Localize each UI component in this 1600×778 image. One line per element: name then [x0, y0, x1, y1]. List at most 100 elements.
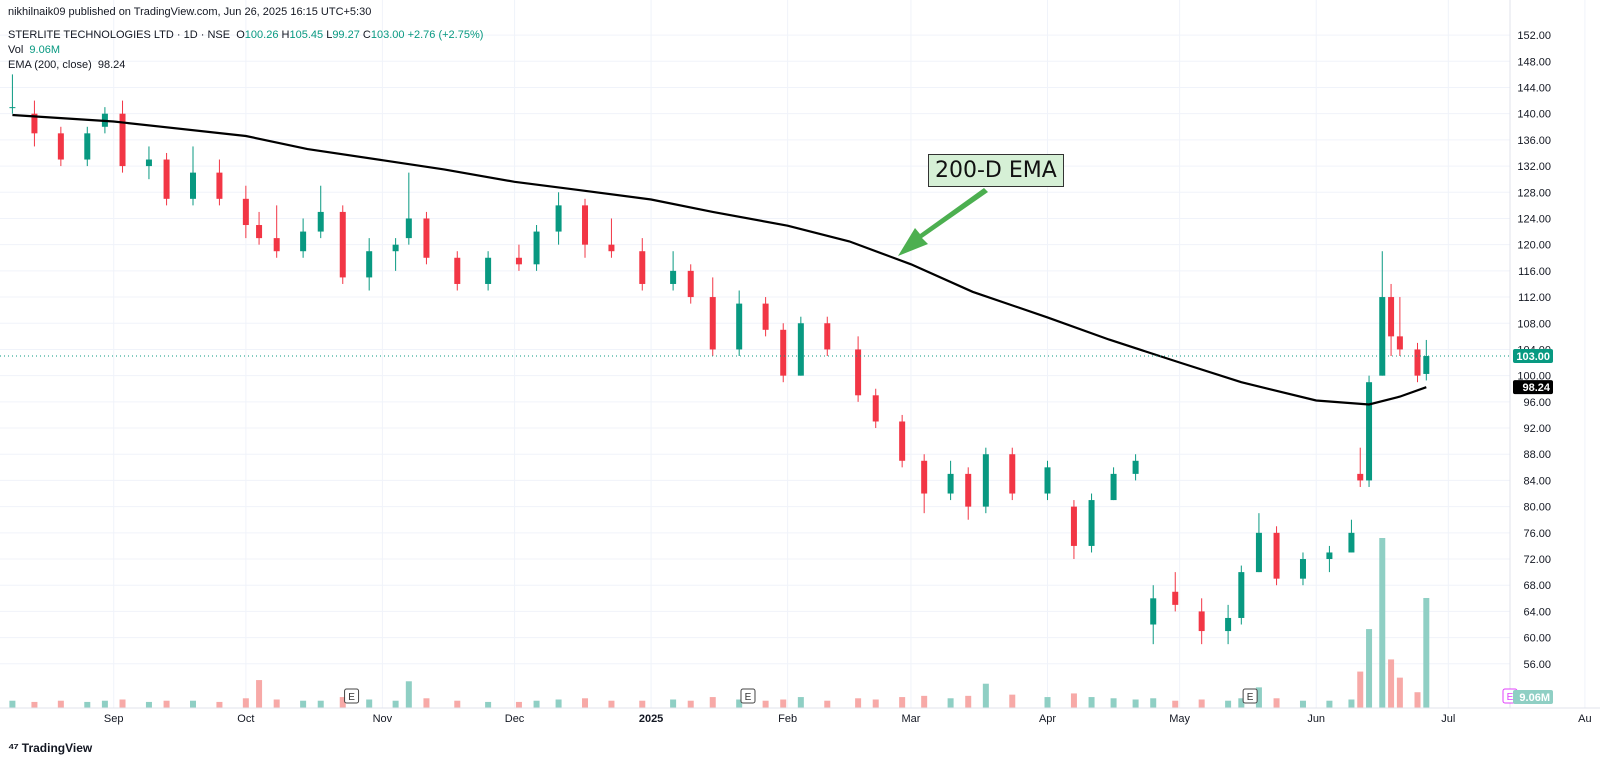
price-tick-label: 84.00	[1523, 475, 1551, 487]
volume-bar	[1238, 698, 1245, 708]
volume-bar	[1088, 697, 1095, 708]
tradingview-logo-icon: ⁴⁷	[8, 740, 19, 755]
price-tick-label: 56.00	[1523, 659, 1551, 671]
candle-body	[57, 133, 64, 160]
price-tick-label: 64.00	[1523, 606, 1551, 618]
volume-bar	[454, 700, 461, 708]
ema-value-tag-box	[1513, 380, 1553, 395]
symbol-legend[interactable]: STERLITE TECHNOLOGIES LTD · 1D · NSE O10…	[8, 29, 484, 41]
ema-line	[12, 113, 1427, 406]
price-tick-label: 132.00	[1517, 161, 1551, 173]
candle-body	[608, 244, 615, 252]
candle-body	[872, 395, 879, 422]
volume-bar	[947, 698, 954, 708]
volume-bar	[101, 700, 108, 708]
change-value: +2.76 (+2.75%)	[407, 29, 484, 41]
volume-bar	[1366, 629, 1373, 708]
brand-text: TradingView	[21, 740, 93, 755]
earnings-marker-box	[740, 688, 756, 704]
candle-body	[899, 421, 906, 461]
volume-bar	[119, 699, 126, 708]
volume-bar	[485, 701, 492, 708]
volume-bar	[1132, 699, 1139, 708]
volume-bar	[405, 681, 412, 708]
ema-legend[interactable]: EMA (200, close) 98.24	[8, 58, 125, 72]
candle-body	[216, 172, 223, 199]
price-tick-label: 80.00	[1523, 502, 1551, 514]
time-tick-label: Mar	[901, 713, 920, 725]
volume-bar	[709, 697, 716, 708]
candle-body	[1396, 336, 1403, 350]
price-tick-label: 112.00	[1518, 292, 1551, 304]
open-label: O	[236, 29, 245, 41]
volume-bar	[1225, 700, 1232, 708]
candle-body	[1423, 356, 1430, 374]
volume-bar	[1379, 538, 1386, 708]
time-tick-label: Jul	[1441, 713, 1455, 725]
price-tick-label: 68.00	[1523, 580, 1551, 592]
time-tick-label: 2025	[639, 713, 663, 725]
candle-body	[1198, 611, 1205, 632]
candle-body	[533, 231, 540, 265]
volume-bar	[1198, 699, 1205, 708]
candle-body	[300, 231, 307, 252]
candle-body	[1225, 617, 1232, 632]
candle-body	[31, 113, 38, 134]
price-tick-label: 152.00	[1517, 30, 1551, 42]
candle-body	[780, 329, 787, 376]
candle-body	[339, 211, 346, 278]
symbol-name: STERLITE TECHNOLOGIES LTD	[8, 29, 174, 41]
publisher-text: nikhilnaik09 published on TradingView.co…	[8, 6, 372, 18]
candle-body	[1414, 349, 1421, 376]
candle-body	[1273, 532, 1280, 579]
volume-legend[interactable]: Vol 9.06M	[8, 43, 60, 57]
volume-bar	[1110, 698, 1117, 708]
candle-body	[982, 454, 989, 507]
candle-body	[366, 251, 373, 278]
candle-body	[1150, 598, 1157, 625]
volume-bar	[1150, 698, 1157, 708]
candle-body	[454, 257, 461, 284]
candle-body	[855, 349, 862, 396]
annotation-arrow	[898, 188, 988, 256]
price-tick-label: 72.00	[1523, 554, 1551, 566]
volume-bar	[1388, 659, 1395, 708]
volume-bar	[392, 700, 399, 708]
volume-bar	[145, 701, 152, 708]
volume-bar	[736, 699, 743, 708]
candle-body	[736, 303, 743, 350]
price-tick-label: 144.00	[1517, 82, 1551, 94]
volume-bar	[1044, 697, 1051, 708]
volume-bar	[1070, 693, 1077, 708]
ema-annotation: 200-D EMA	[928, 154, 1064, 187]
volume-bar	[1273, 698, 1280, 708]
price-tick-label: 116.00	[1518, 266, 1551, 278]
time-tick-label: Sep	[104, 713, 124, 725]
tradingview-brand[interactable]: ⁴⁷ TradingView	[8, 740, 92, 755]
volume-bar	[555, 699, 562, 708]
candle-body	[1070, 506, 1077, 546]
volume-bar	[84, 701, 91, 708]
volume-tag-box	[1513, 690, 1553, 704]
time-tick-label: Feb	[778, 713, 797, 725]
volume-bar	[242, 698, 249, 708]
price-tick-label: 128.00	[1517, 187, 1551, 199]
candle-body	[145, 159, 152, 167]
time-axis[interactable]: Sep Oct Nov Dec 2025 Feb Mar Apr May Jun Jul Au	[104, 713, 1592, 725]
volume-bar	[423, 698, 430, 708]
time-tick-label: May	[1169, 713, 1190, 725]
candle-body	[119, 113, 126, 167]
last-price-tag-box	[1513, 349, 1553, 363]
volume-bar	[256, 680, 263, 708]
volume-bar	[824, 700, 831, 708]
volume-bar	[872, 699, 879, 708]
candle-body	[670, 270, 677, 284]
volume-bar	[300, 700, 307, 708]
chart-grid	[0, 0, 1586, 708]
price-tick-label: 92.00	[1523, 423, 1551, 435]
volume-bar	[189, 700, 196, 708]
earnings-marker-box	[1242, 688, 1258, 704]
ema-value-tag-label: 98.24	[1522, 382, 1550, 394]
